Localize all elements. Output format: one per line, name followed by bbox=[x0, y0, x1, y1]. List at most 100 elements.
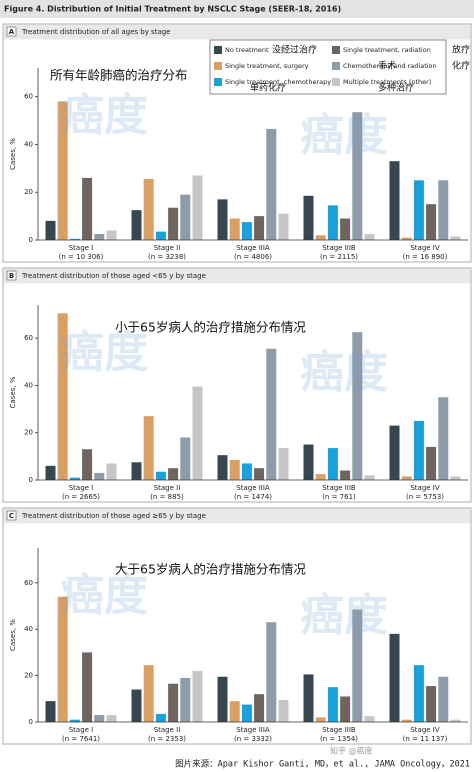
legend-note: 单药化疗 bbox=[250, 82, 286, 94]
bar bbox=[131, 210, 142, 240]
x-tick-label: Stage IIIB bbox=[322, 244, 356, 252]
bar bbox=[155, 231, 166, 240]
bar bbox=[315, 474, 326, 480]
panel-frame bbox=[2, 23, 472, 263]
bar bbox=[364, 475, 375, 480]
bar bbox=[94, 715, 105, 722]
bar bbox=[266, 128, 277, 240]
bar bbox=[364, 716, 375, 722]
bar bbox=[69, 238, 80, 240]
bar bbox=[254, 468, 265, 480]
source-handle: 知乎 @癌度 bbox=[330, 746, 373, 756]
bar bbox=[266, 622, 277, 722]
legend-note: 手术 bbox=[378, 60, 396, 72]
panel-letter-box bbox=[6, 510, 17, 521]
x-tick-sublabel: (n = 1474) bbox=[234, 493, 272, 501]
panel-letter: A bbox=[9, 28, 15, 36]
bar bbox=[364, 234, 375, 240]
x-tick-label: Stage IV bbox=[410, 244, 440, 252]
bar bbox=[327, 448, 338, 480]
bar bbox=[217, 676, 228, 722]
legend-swatch bbox=[214, 46, 222, 54]
bar bbox=[278, 699, 289, 722]
x-tick-sublabel: (n = 16 890) bbox=[403, 253, 448, 261]
bar bbox=[340, 470, 351, 480]
bar bbox=[143, 416, 154, 480]
bar bbox=[69, 477, 80, 480]
x-tick-sublabel: (n = 4806) bbox=[234, 253, 272, 261]
bar bbox=[426, 686, 437, 722]
bar bbox=[413, 180, 424, 240]
bar bbox=[94, 234, 105, 240]
bar bbox=[143, 665, 154, 722]
bar bbox=[217, 455, 228, 480]
y-tick-label: 20 bbox=[24, 429, 33, 437]
bar bbox=[143, 179, 154, 240]
bar bbox=[315, 235, 326, 240]
panel-title: Treatment distribution of those aged <65… bbox=[21, 272, 206, 280]
bar bbox=[401, 476, 412, 480]
bar bbox=[389, 161, 400, 240]
watermark: 癌度 bbox=[300, 347, 388, 398]
panel-frame bbox=[2, 267, 472, 503]
bar bbox=[168, 683, 179, 722]
x-tick-label: Stage II bbox=[154, 484, 181, 492]
bar bbox=[192, 386, 203, 480]
y-axis-label: Cases, % bbox=[9, 619, 17, 651]
bar bbox=[303, 674, 314, 722]
bar bbox=[192, 670, 203, 722]
x-tick-sublabel: (n = 1354) bbox=[320, 735, 358, 743]
x-tick-sublabel: (n = 761) bbox=[322, 493, 356, 501]
panel-header bbox=[3, 508, 471, 524]
legend-label: Single treatment, surgery bbox=[225, 62, 309, 70]
bar bbox=[450, 476, 461, 480]
bar bbox=[315, 717, 326, 722]
y-tick-label: 60 bbox=[24, 579, 33, 587]
bar bbox=[413, 420, 424, 480]
bar bbox=[57, 313, 68, 480]
bar bbox=[180, 194, 191, 240]
x-tick-label: Stage I bbox=[69, 484, 94, 492]
bar bbox=[340, 218, 351, 240]
legend-label: Single treatment, chemotherapy bbox=[225, 78, 331, 86]
bar bbox=[303, 444, 314, 480]
bar bbox=[168, 468, 179, 480]
y-axis-label: Cases, % bbox=[9, 376, 17, 408]
legend-swatch bbox=[332, 78, 340, 86]
bar bbox=[303, 195, 314, 240]
bar bbox=[229, 701, 240, 722]
panel-letter: C bbox=[9, 512, 14, 520]
bar bbox=[192, 175, 203, 240]
bar bbox=[217, 199, 228, 240]
x-tick-label: Stage II bbox=[154, 244, 181, 252]
x-tick-sublabel: (n = 2115) bbox=[320, 253, 358, 261]
bar bbox=[352, 112, 363, 240]
y-tick-label: 40 bbox=[24, 625, 33, 633]
bar bbox=[82, 652, 93, 722]
y-tick-label: 0 bbox=[29, 718, 33, 726]
y-tick-label: 20 bbox=[24, 188, 33, 196]
y-tick-label: 40 bbox=[24, 140, 33, 148]
bar bbox=[401, 237, 412, 240]
bar bbox=[352, 609, 363, 722]
y-tick-label: 40 bbox=[24, 381, 33, 389]
x-tick-sublabel: (n = 5753) bbox=[406, 493, 444, 501]
legend-label: Multiple treatments (other) bbox=[343, 78, 431, 86]
bar bbox=[254, 694, 265, 722]
y-axis-label: Cases, % bbox=[9, 138, 17, 170]
x-tick-label: Stage IIIB bbox=[322, 484, 356, 492]
x-tick-sublabel: (n = 3332) bbox=[234, 735, 272, 743]
bar bbox=[340, 696, 351, 722]
x-tick-sublabel: (n = 2353) bbox=[148, 735, 186, 743]
bar bbox=[389, 425, 400, 480]
legend-swatch bbox=[214, 78, 222, 86]
figure-title: Figure 4. Distribution of Initial Treatm… bbox=[4, 5, 341, 14]
bar bbox=[57, 596, 68, 722]
legend-note: 化疗 bbox=[452, 60, 470, 72]
bar bbox=[401, 719, 412, 722]
x-tick-sublabel: (n = 7641) bbox=[62, 735, 100, 743]
panel-letter-box bbox=[6, 26, 17, 37]
bar bbox=[69, 719, 80, 722]
panel-title: Treatment distribution of those aged ≥65… bbox=[21, 512, 206, 520]
x-tick-label: Stage I bbox=[69, 726, 94, 734]
